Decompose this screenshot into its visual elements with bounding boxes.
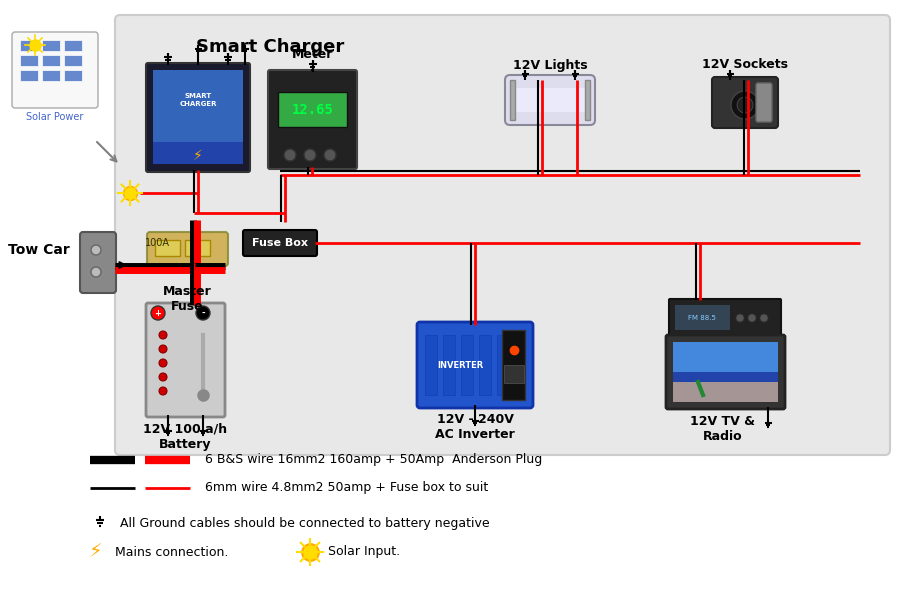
Circle shape bbox=[284, 149, 296, 161]
Bar bbox=[510, 80, 515, 120]
FancyBboxPatch shape bbox=[146, 63, 250, 172]
Circle shape bbox=[159, 345, 167, 353]
Text: 12V Sockets: 12V Sockets bbox=[702, 58, 788, 72]
Circle shape bbox=[748, 314, 756, 322]
FancyBboxPatch shape bbox=[147, 232, 228, 266]
Text: Mains connection.: Mains connection. bbox=[115, 545, 229, 559]
Bar bbox=[42, 55, 60, 66]
FancyBboxPatch shape bbox=[712, 77, 778, 128]
Bar bbox=[515, 88, 585, 112]
Bar bbox=[675, 305, 730, 330]
Bar bbox=[155, 240, 180, 256]
FancyBboxPatch shape bbox=[115, 15, 890, 455]
Bar bbox=[443, 335, 455, 395]
Bar bbox=[153, 70, 243, 145]
Bar bbox=[20, 40, 38, 51]
FancyBboxPatch shape bbox=[243, 230, 317, 256]
FancyBboxPatch shape bbox=[12, 32, 98, 108]
Bar bbox=[504, 365, 524, 383]
FancyBboxPatch shape bbox=[146, 303, 225, 417]
Bar bbox=[585, 80, 590, 120]
Text: +: + bbox=[155, 308, 161, 317]
Circle shape bbox=[304, 149, 316, 161]
Text: Solar Power: Solar Power bbox=[26, 112, 84, 122]
FancyBboxPatch shape bbox=[669, 299, 781, 336]
Circle shape bbox=[91, 245, 101, 255]
Text: SMART
CHARGER: SMART CHARGER bbox=[179, 93, 217, 107]
Text: 12V 100 a/h
Battery: 12V 100 a/h Battery bbox=[143, 423, 227, 451]
Text: INVERTER: INVERTER bbox=[436, 361, 483, 370]
Circle shape bbox=[91, 267, 101, 277]
Bar bbox=[278, 92, 347, 127]
Text: 12V Lights: 12V Lights bbox=[513, 58, 588, 72]
FancyBboxPatch shape bbox=[417, 322, 533, 408]
Circle shape bbox=[731, 91, 759, 119]
Circle shape bbox=[159, 331, 167, 339]
Text: Meter: Meter bbox=[292, 48, 333, 60]
Bar bbox=[64, 40, 82, 51]
Text: Tow Car: Tow Car bbox=[8, 243, 70, 257]
FancyBboxPatch shape bbox=[80, 232, 116, 293]
Bar bbox=[20, 70, 38, 81]
FancyBboxPatch shape bbox=[268, 70, 357, 169]
Text: 12V TV &
Radio: 12V TV & Radio bbox=[690, 415, 755, 443]
Bar bbox=[461, 335, 473, 395]
Bar bbox=[497, 335, 509, 395]
FancyBboxPatch shape bbox=[505, 75, 595, 125]
Bar bbox=[153, 142, 243, 164]
Bar bbox=[425, 335, 437, 395]
Bar bbox=[502, 330, 525, 400]
Text: Solar Input.: Solar Input. bbox=[328, 545, 400, 559]
Circle shape bbox=[159, 373, 167, 381]
Text: -: - bbox=[202, 308, 205, 317]
Bar bbox=[673, 382, 778, 402]
Text: ⚡: ⚡ bbox=[194, 149, 202, 163]
Bar bbox=[42, 70, 60, 81]
Circle shape bbox=[760, 314, 768, 322]
Text: FM 88.5: FM 88.5 bbox=[688, 315, 716, 321]
Bar bbox=[673, 342, 778, 402]
Circle shape bbox=[737, 97, 753, 113]
Bar bbox=[42, 40, 60, 51]
Text: ⚡: ⚡ bbox=[88, 542, 102, 562]
Circle shape bbox=[196, 306, 210, 320]
Text: 6 B&S wire 16mm2 160amp + 50Amp  Anderson Plug: 6 B&S wire 16mm2 160amp + 50Amp Anderson… bbox=[205, 453, 542, 467]
Bar bbox=[20, 55, 38, 66]
Bar bbox=[185, 240, 210, 256]
Bar bbox=[64, 55, 82, 66]
Text: All Ground cables should be connected to battery negative: All Ground cables should be connected to… bbox=[120, 518, 490, 530]
Text: 12.65: 12.65 bbox=[292, 103, 333, 117]
Text: 6mm wire 4.8mm2 50amp + Fuse box to suit: 6mm wire 4.8mm2 50amp + Fuse box to suit bbox=[205, 482, 488, 494]
Circle shape bbox=[736, 314, 744, 322]
Bar bbox=[64, 70, 82, 81]
FancyBboxPatch shape bbox=[756, 83, 772, 122]
FancyBboxPatch shape bbox=[666, 335, 785, 409]
Text: Fuse Box: Fuse Box bbox=[252, 238, 308, 248]
Bar bbox=[479, 335, 491, 395]
Text: Smart Charger: Smart Charger bbox=[196, 38, 344, 56]
Text: Master
Fuse: Master Fuse bbox=[163, 285, 212, 313]
Text: 12V - 240V
AC Inverter: 12V - 240V AC Inverter bbox=[435, 413, 515, 441]
Circle shape bbox=[151, 306, 165, 320]
Circle shape bbox=[159, 359, 167, 367]
Circle shape bbox=[159, 387, 167, 395]
Circle shape bbox=[324, 149, 336, 161]
Bar bbox=[673, 342, 778, 372]
Text: 100A: 100A bbox=[145, 238, 170, 248]
